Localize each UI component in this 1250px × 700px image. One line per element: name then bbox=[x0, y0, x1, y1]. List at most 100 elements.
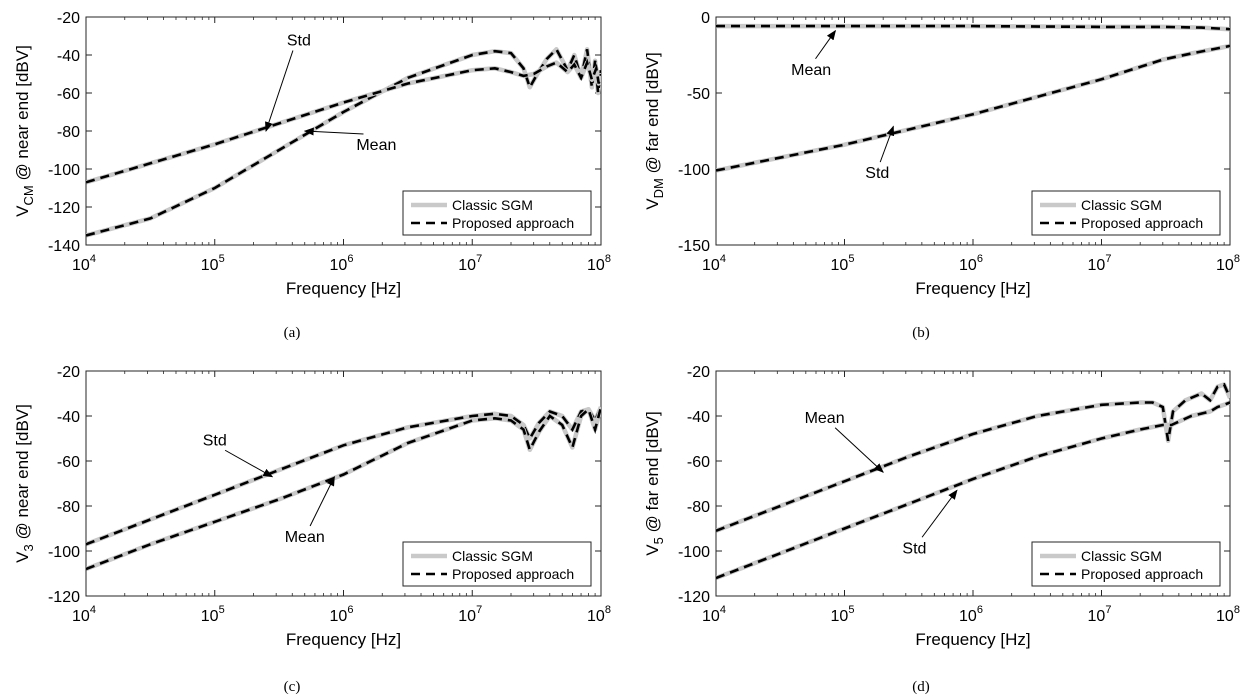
annotation-mean: Mean bbox=[356, 137, 396, 154]
x-tick-label: 107 bbox=[1088, 604, 1112, 625]
legend-label: Proposed approach bbox=[1081, 215, 1203, 231]
y-tick-label: -40 bbox=[57, 409, 80, 426]
chart-panel-a: 104 105 106 107 108 -20 -40 -60 -80 -100 -120 -140 F… bbox=[13, 10, 611, 341]
y-tick-label: -120 bbox=[678, 589, 710, 606]
series-lines bbox=[716, 382, 1230, 581]
series-std-proposed bbox=[86, 406, 601, 546]
y-tick-label: -100 bbox=[48, 162, 80, 179]
annotation-mean: Mean bbox=[791, 62, 831, 79]
annotation-arrow bbox=[309, 475, 335, 527]
x-tick-label: 108 bbox=[587, 604, 611, 625]
y-tick-label: -60 bbox=[57, 86, 80, 103]
y-tick-label: -20 bbox=[57, 364, 80, 381]
x-tick-label: 105 bbox=[831, 253, 855, 274]
x-tick-label: 106 bbox=[330, 604, 354, 625]
series-std-proposed bbox=[716, 44, 1230, 172]
x-axis-label: Frequency [Hz] bbox=[915, 630, 1030, 649]
legend-label: Classic SGM bbox=[452, 197, 533, 213]
x-axis-label: Frequency [Hz] bbox=[286, 279, 401, 298]
x-tick-label: 104 bbox=[72, 604, 96, 625]
annotation-arrow bbox=[224, 449, 274, 478]
x-tick-label: 107 bbox=[458, 253, 482, 274]
annotation-mean: Mean bbox=[805, 410, 845, 427]
panel-caption: (a) bbox=[284, 325, 301, 341]
y-tick-label: -40 bbox=[57, 48, 80, 65]
x-tick-label: 108 bbox=[587, 253, 611, 274]
series-mean-classic-sgm bbox=[716, 382, 1230, 533]
y-tick-label: -20 bbox=[57, 10, 80, 27]
y-tick-label: -20 bbox=[687, 364, 710, 381]
series-std-classic-sgm bbox=[86, 60, 601, 185]
y-tick-label: -100 bbox=[678, 544, 710, 561]
x-tick-label: 107 bbox=[458, 604, 482, 625]
panel-caption: (b) bbox=[912, 325, 930, 341]
series-mean-proposed bbox=[716, 382, 1230, 533]
series-std-proposed bbox=[716, 401, 1230, 580]
x-tick-label: 105 bbox=[201, 604, 225, 625]
panel-caption: (d) bbox=[912, 679, 930, 695]
x-tick-label: 104 bbox=[702, 604, 726, 625]
x-axis-label: Frequency [Hz] bbox=[915, 279, 1030, 298]
annotation-arrow bbox=[879, 125, 894, 163]
x-tick-label: 104 bbox=[72, 253, 96, 274]
y-tick-label: -100 bbox=[678, 162, 710, 179]
panel-caption: (c) bbox=[284, 679, 301, 695]
x-axis-label: Frequency [Hz] bbox=[286, 630, 401, 649]
y-tick-label: -120 bbox=[48, 200, 80, 217]
x-tick-label: 107 bbox=[1088, 253, 1112, 274]
legend-label: Classic SGM bbox=[1081, 548, 1162, 564]
chart-panel-b: 104 105 106 107 108 0 -50 -100 -150 Frequency [Hz… bbox=[643, 10, 1240, 341]
series-mean-proposed bbox=[86, 406, 601, 571]
x-tick-label: 106 bbox=[959, 253, 983, 274]
series-lines bbox=[86, 406, 601, 572]
annotation-arrow bbox=[815, 29, 837, 60]
series-std-proposed bbox=[86, 58, 601, 184]
legend: Classic SGM Proposed approach bbox=[1031, 190, 1221, 236]
annotation-std: Std bbox=[287, 33, 311, 50]
y-axis-label: VCM @ near end [dBV] bbox=[13, 45, 36, 217]
legend: Classic SGM Proposed approach bbox=[402, 190, 592, 236]
x-tick-label: 108 bbox=[1216, 253, 1240, 274]
legend-box bbox=[402, 190, 592, 236]
x-tick-label: 108 bbox=[1216, 604, 1240, 625]
y-tick-label: 0 bbox=[701, 10, 710, 27]
y-tick-label: -100 bbox=[48, 544, 80, 561]
y-axis-label: VDM @ far end [dBV] bbox=[643, 52, 666, 210]
y-axis-label: V5 @ far end [dBV] bbox=[643, 411, 666, 556]
legend-label: Classic SGM bbox=[1081, 197, 1162, 213]
y-axis-label: V3 @ near end [dBV] bbox=[13, 404, 36, 563]
chart-panel-c: 104 105 106 107 108 -20 -40 -60 -80 -100 -120 Frequ… bbox=[13, 364, 611, 695]
legend-label: Proposed approach bbox=[1081, 566, 1203, 582]
annotation-arrow bbox=[834, 427, 884, 473]
annotation-arrow bbox=[921, 489, 958, 538]
annotation-arrow bbox=[303, 127, 364, 136]
legend-label: Proposed approach bbox=[452, 566, 574, 582]
annotation-std: Std bbox=[203, 432, 227, 449]
legend-box bbox=[1031, 190, 1221, 236]
legend: Classic SGM Proposed approach bbox=[402, 541, 592, 587]
y-tick-label: -120 bbox=[48, 589, 80, 606]
legend-label: Classic SGM bbox=[452, 548, 533, 564]
chart-panel-d: 104 105 106 107 108 -20 -40 -60 -80 -100 -120 Frequ… bbox=[643, 364, 1240, 695]
annotation-std: Std bbox=[865, 165, 889, 182]
y-tick-label: -80 bbox=[57, 124, 80, 141]
y-tick-label: -40 bbox=[687, 409, 710, 426]
legend-box bbox=[402, 541, 592, 587]
x-tick-label: 106 bbox=[330, 253, 354, 274]
y-tick-label: -140 bbox=[48, 238, 80, 255]
x-tick-label: 106 bbox=[959, 604, 983, 625]
x-tick-label: 105 bbox=[201, 253, 225, 274]
legend: Classic SGM Proposed approach bbox=[1031, 541, 1221, 587]
annotation-mean: Mean bbox=[285, 529, 325, 546]
x-tick-label: 105 bbox=[831, 604, 855, 625]
y-tick-label: -50 bbox=[687, 86, 710, 103]
series-lines bbox=[716, 23, 1230, 173]
series-mean-proposed bbox=[716, 24, 1230, 31]
y-tick-label: -60 bbox=[687, 454, 710, 471]
x-tick-label: 104 bbox=[702, 253, 726, 274]
y-tick-label: -150 bbox=[678, 238, 710, 255]
y-tick-label: -80 bbox=[687, 499, 710, 516]
annotation-arrow bbox=[265, 50, 294, 132]
annotation-std: Std bbox=[902, 540, 926, 557]
